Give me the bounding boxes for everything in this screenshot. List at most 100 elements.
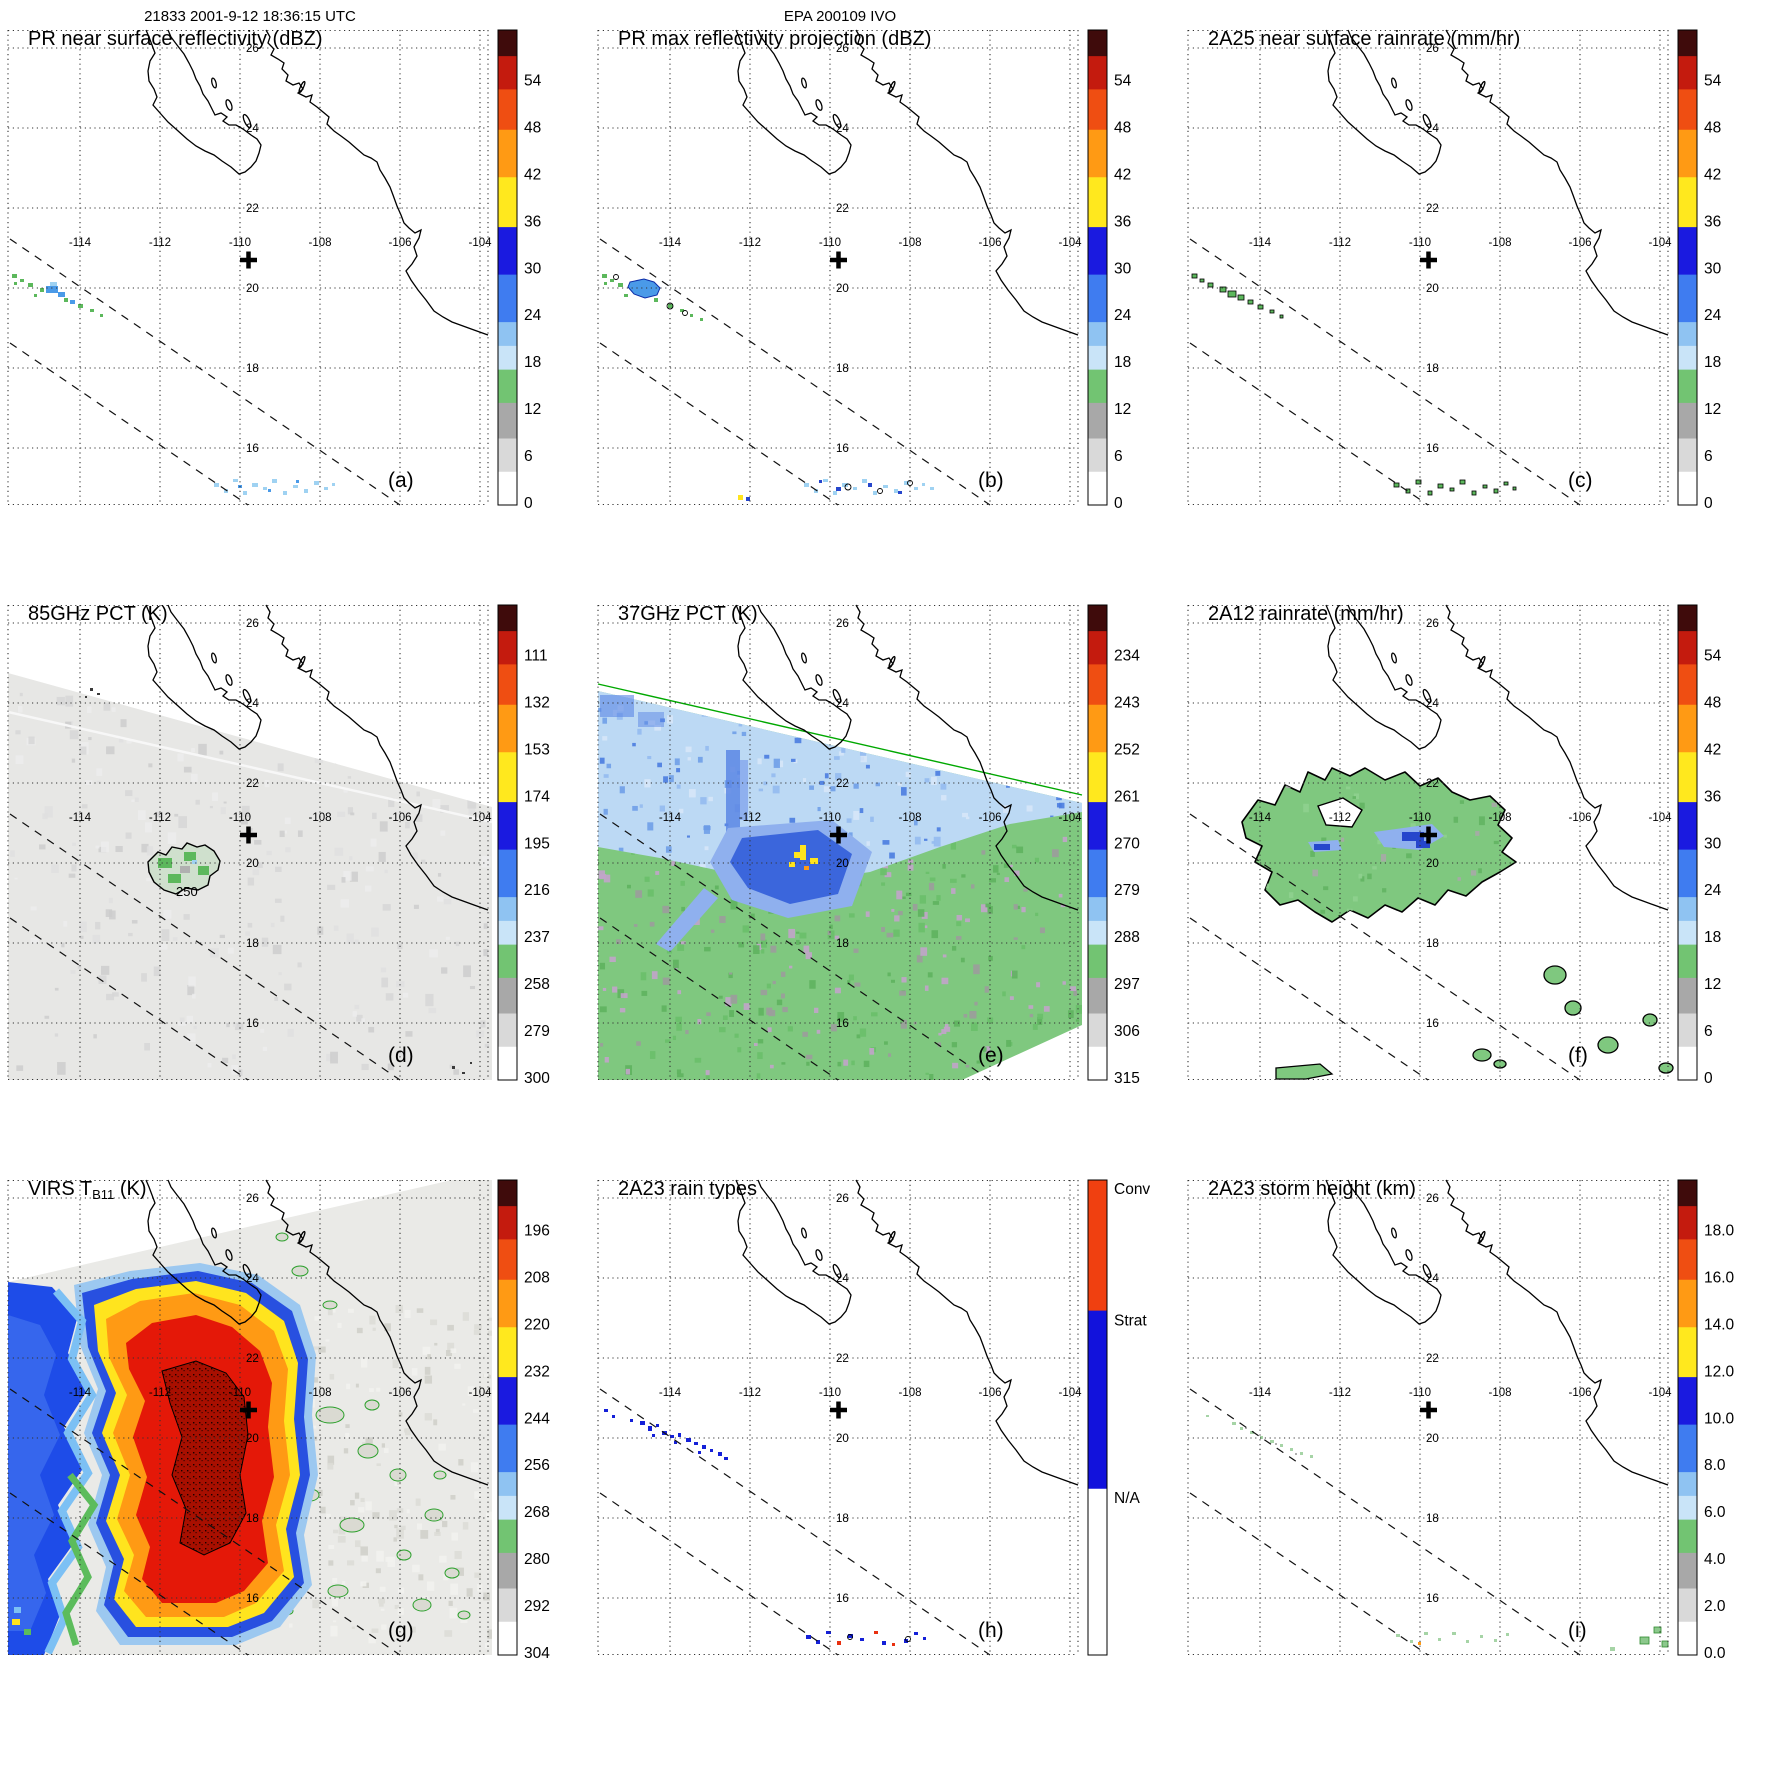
texture-speck	[899, 990, 907, 996]
texture-speck	[207, 1062, 212, 1068]
texture-speck	[753, 945, 760, 954]
colorbar-segment	[1678, 802, 1697, 851]
texture-speck	[384, 869, 388, 874]
texture-speck	[676, 768, 681, 773]
texture-speck	[409, 1626, 416, 1633]
texture-speck	[982, 737, 989, 745]
texture-speck	[360, 1358, 368, 1368]
texture-speck	[1478, 868, 1482, 874]
echo-cluster-s-darkblue	[819, 480, 902, 494]
texture-speck	[15, 730, 21, 735]
texture-speck	[403, 992, 409, 998]
texture-speck	[144, 1043, 150, 1051]
texture-speck	[448, 1600, 453, 1606]
texture-speck	[730, 899, 738, 910]
texture-speck	[337, 1322, 342, 1329]
texture-speck	[432, 799, 441, 809]
texture-speck	[1023, 888, 1028, 892]
texture-speck	[341, 877, 346, 883]
texture-speck	[417, 1523, 423, 1530]
texture-speck	[900, 787, 907, 796]
colorbar-segment	[1088, 631, 1107, 665]
texture-speck	[372, 1512, 380, 1519]
texture-speck	[450, 1583, 459, 1595]
texture-speck	[314, 756, 324, 764]
texture-speck	[266, 850, 272, 856]
texture-speck	[313, 1425, 317, 1429]
texture-speck	[830, 1024, 837, 1032]
colorbar-tick-label: 16.0	[1704, 1269, 1735, 1286]
texture-speck	[112, 992, 119, 997]
texture-speck	[598, 926, 604, 931]
texture-speck	[212, 792, 219, 802]
texture-speck	[63, 921, 68, 927]
colorbar-segment	[1088, 89, 1107, 131]
texture-speck	[487, 769, 492, 777]
panel-letter: (d)	[388, 1044, 414, 1067]
texture-speck	[1312, 869, 1319, 877]
colorbar-segment	[1088, 30, 1107, 57]
texture-speck	[106, 993, 115, 1001]
texture-speck	[814, 1007, 819, 1014]
texture-speck	[333, 925, 339, 931]
cool-streak-1	[726, 750, 740, 835]
texture-speck	[932, 901, 940, 905]
texture-speck	[177, 753, 184, 762]
texture-speck	[859, 751, 867, 756]
texture-speck	[676, 784, 681, 789]
texture-speck	[931, 930, 939, 939]
texture-speck	[313, 1377, 319, 1383]
panel-e: 37GHz PCT (K) (e) 2342432522612702792882…	[590, 600, 1140, 1087]
band-fringe-green	[62, 1472, 99, 1647]
echo-cluster-nw-blue	[46, 286, 75, 304]
texture-speck	[734, 716, 738, 720]
texture-speck	[190, 773, 198, 783]
texture-speck	[649, 1051, 656, 1059]
texture-speck	[964, 721, 968, 726]
texture-speck	[1353, 793, 1359, 800]
texture-speck	[1013, 904, 1018, 910]
texture-speck	[274, 898, 282, 903]
colorbar-segment	[498, 1206, 517, 1240]
texture-speck	[445, 1350, 453, 1357]
texture-speck	[252, 869, 260, 876]
texture-speck	[1345, 786, 1351, 790]
texture-speck	[1018, 755, 1026, 761]
texture-speck	[866, 841, 870, 846]
panel-letter: (g)	[388, 1619, 414, 1642]
colorbar-tick-label: 0.0	[1704, 1645, 1726, 1662]
colorbar-tick-label: 306	[1114, 1023, 1140, 1040]
texture-speck	[463, 965, 471, 978]
texture-speck	[705, 1073, 710, 1080]
texture-speck	[1034, 857, 1040, 863]
texture-speck	[365, 866, 374, 872]
texture-speck	[718, 995, 723, 999]
texture-speck	[781, 1062, 786, 1065]
texture-speck	[666, 715, 673, 724]
colorbar-segment	[1088, 752, 1107, 803]
texture-speck	[819, 780, 825, 785]
texture-speck	[1078, 761, 1082, 770]
texture-speck	[345, 1432, 350, 1439]
texture-speck	[192, 713, 201, 720]
texture-speck	[70, 970, 76, 974]
texture-speck	[1056, 795, 1062, 801]
texture-speck	[935, 770, 941, 776]
colorbar-tick-label: 42	[1114, 166, 1131, 183]
texture-speck	[350, 1500, 355, 1506]
texture-speck	[602, 987, 607, 991]
texture-speck	[943, 1026, 951, 1032]
texture-speck	[1058, 893, 1063, 898]
colorbar-tick-label: 6	[1114, 448, 1123, 465]
texture-speck	[347, 776, 352, 779]
texture-speck	[639, 804, 643, 808]
texture-speck	[30, 937, 39, 944]
texture-speck	[1478, 816, 1485, 826]
texture-speck	[789, 817, 796, 823]
texture-speck	[918, 922, 925, 933]
texture-speck	[927, 972, 933, 978]
texture-speck	[191, 748, 195, 753]
texture-speck	[941, 795, 947, 801]
panel-letter: (f)	[1568, 1044, 1588, 1067]
colorbar-segment	[498, 369, 517, 404]
